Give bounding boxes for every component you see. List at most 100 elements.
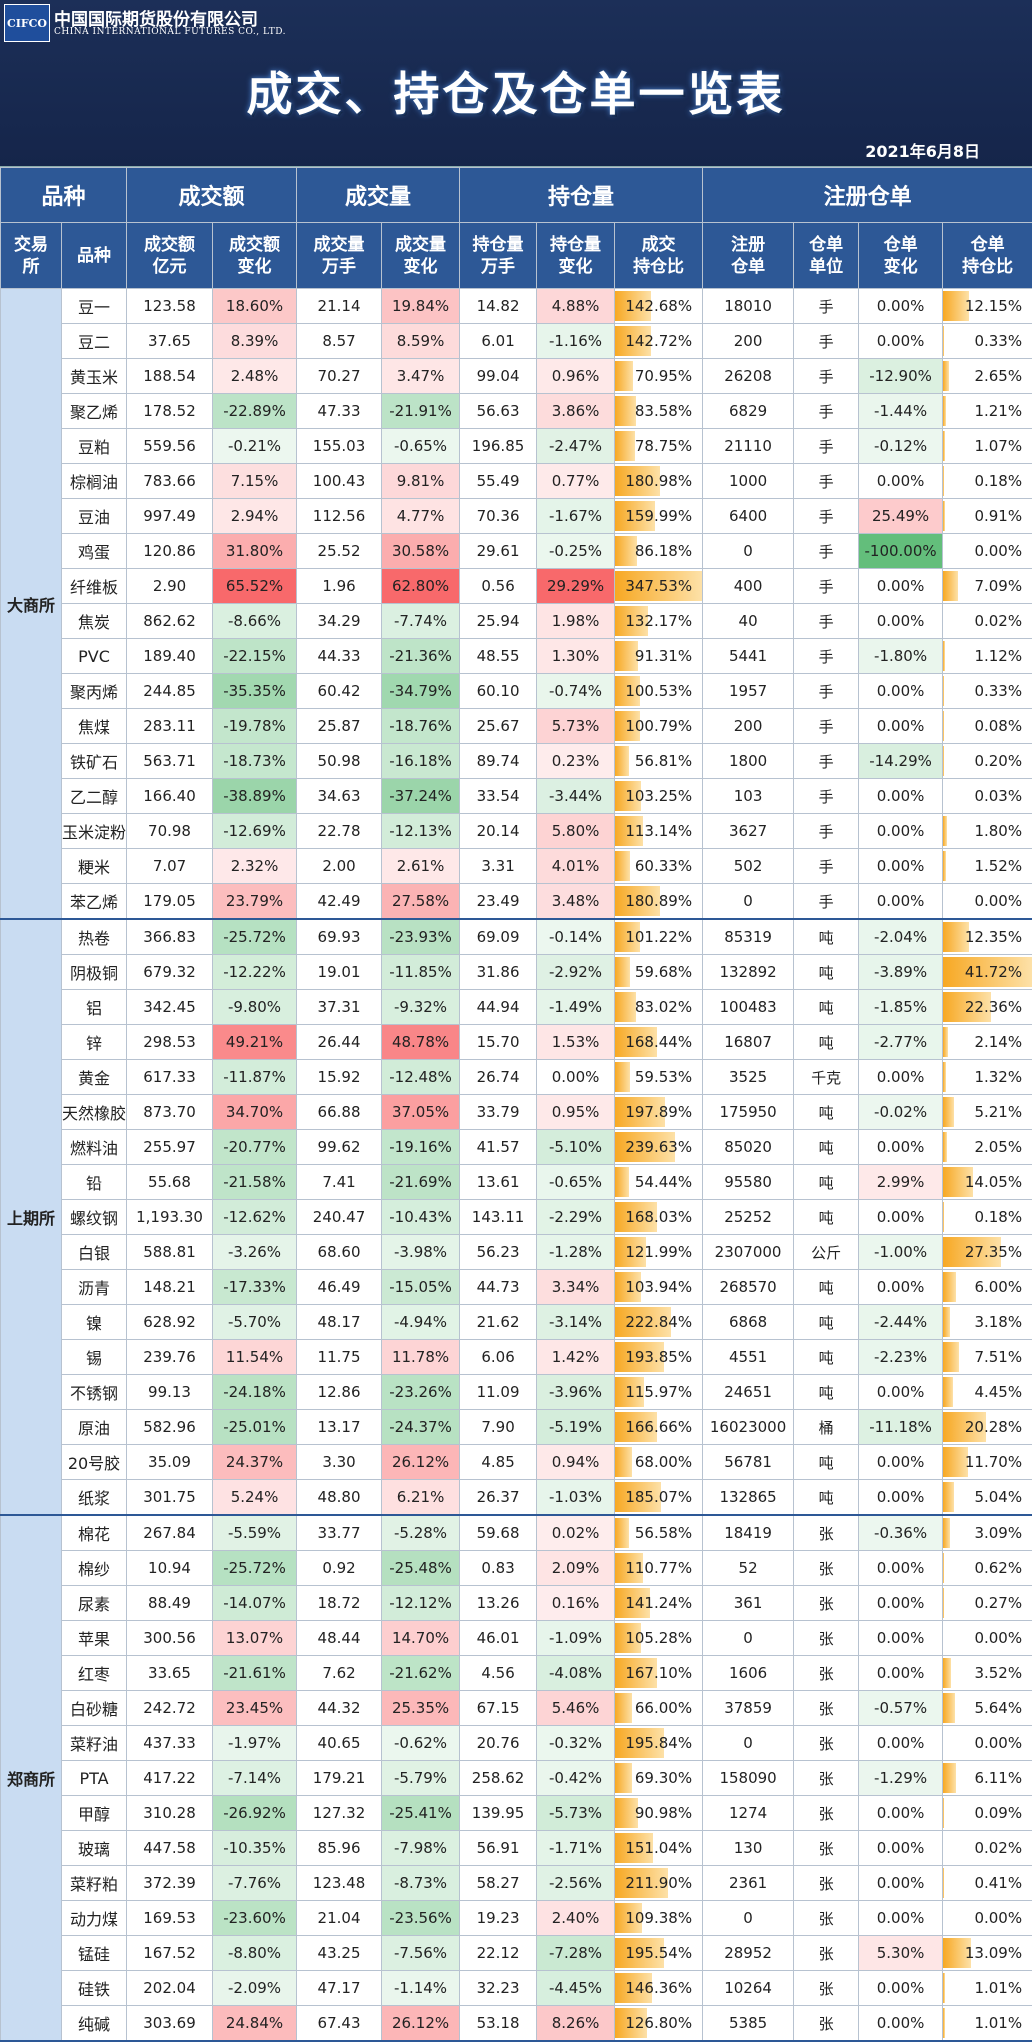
value-cell: 张: [794, 1586, 859, 1621]
value-cell: 3.86%: [537, 394, 615, 429]
value-cell: 0.00%: [859, 709, 943, 744]
value-cell: -7.56%: [382, 1936, 460, 1971]
value-cell: 69.09: [460, 919, 537, 955]
value-cell: -14.07%: [213, 1586, 297, 1621]
value-cell: 56.23: [460, 1235, 537, 1270]
ratio-cell: 0.00%: [943, 1901, 1032, 1936]
value-cell: -16.18%: [382, 744, 460, 779]
value-cell: -18.76%: [382, 709, 460, 744]
value-cell: 手: [794, 324, 859, 359]
cell-text: 113.14%: [625, 822, 692, 840]
value-cell: 372.39: [127, 1866, 213, 1901]
value-cell: 37.05%: [382, 1095, 460, 1130]
ratio-bar: [615, 1518, 629, 1548]
cell-text: 0.00%: [974, 1909, 1022, 1927]
value-cell: 手: [794, 709, 859, 744]
variety-cell: 铁矿石: [62, 744, 127, 779]
value-cell: 59.68: [460, 1515, 537, 1551]
value-cell: 4.56: [460, 1656, 537, 1691]
value-cell: 13.61: [460, 1165, 537, 1200]
value-cell: 0.96%: [537, 359, 615, 394]
value-cell: 张: [794, 1515, 859, 1551]
value-cell: 0.00%: [859, 1375, 943, 1410]
value-cell: 258.62: [460, 1761, 537, 1796]
cell-text: 141.24%: [625, 1594, 692, 1612]
value-cell: 公斤: [794, 1235, 859, 1270]
variety-cell: 硅铁: [62, 1971, 127, 2006]
value-cell: 0.00%: [859, 289, 943, 324]
value-cell: -1.71%: [537, 1831, 615, 1866]
ratio-cell: 239.63%: [615, 1130, 703, 1165]
value-cell: 8.57: [297, 324, 382, 359]
value-cell: 148.21: [127, 1270, 213, 1305]
ratio-bar: [943, 571, 958, 601]
value-cell: -14.29%: [859, 744, 943, 779]
value-cell: 179.05: [127, 884, 213, 920]
ratio-cell: 6.11%: [943, 1761, 1032, 1796]
variety-cell: 纤维板: [62, 569, 127, 604]
ratio-cell: 5.64%: [943, 1691, 1032, 1726]
date: 2021年6月8日: [865, 138, 980, 162]
value-cell: 46.49: [297, 1270, 382, 1305]
value-cell: 862.62: [127, 604, 213, 639]
value-cell: 52: [703, 1551, 794, 1586]
value-cell: 手: [794, 394, 859, 429]
value-cell: 吨: [794, 1130, 859, 1165]
cell-text: 159.99%: [625, 507, 692, 525]
variety-cell: 纯碱: [62, 2006, 127, 2042]
cell-text: 222.84%: [625, 1313, 692, 1331]
value-cell: 0.00%: [859, 779, 943, 814]
cell-text: 103.25%: [625, 787, 692, 805]
value-cell: 417.22: [127, 1761, 213, 1796]
ratio-cell: 0.09%: [943, 1796, 1032, 1831]
value-cell: 120.86: [127, 534, 213, 569]
value-cell: -8.80%: [213, 1936, 297, 1971]
value-cell: -5.73%: [537, 1796, 615, 1831]
column-header: 仓单 持仓比: [943, 223, 1032, 289]
value-cell: 60.42: [297, 674, 382, 709]
value-cell: 34.63: [297, 779, 382, 814]
variety-cell: 菜籽粕: [62, 1866, 127, 1901]
value-cell: 5.24%: [213, 1480, 297, 1516]
ratio-cell: 347.53%: [615, 569, 703, 604]
cell-text: 146.36%: [625, 1979, 692, 1997]
value-cell: 23.45%: [213, 1691, 297, 1726]
ratio-cell: 0.00%: [943, 1621, 1032, 1656]
value-cell: 张: [794, 1621, 859, 1656]
ratio-bar: [615, 361, 633, 391]
value-cell: 7.41: [297, 1165, 382, 1200]
variety-cell: 苯乙烯: [62, 884, 127, 920]
cell-text: 6.11%: [974, 1769, 1022, 1787]
ratio-cell: 0.03%: [943, 779, 1032, 814]
ratio-cell: 0.91%: [943, 499, 1032, 534]
value-cell: 48.55: [460, 639, 537, 674]
value-cell: 0.00%: [859, 814, 943, 849]
value-cell: 1.96: [297, 569, 382, 604]
cell-text: 180.89%: [625, 892, 692, 910]
value-cell: 18010: [703, 289, 794, 324]
column-header: 成交额 变化: [213, 223, 297, 289]
value-cell: 10.94: [127, 1551, 213, 1586]
value-cell: 27.58%: [382, 884, 460, 920]
value-cell: 85319: [703, 919, 794, 955]
value-cell: 29.61: [460, 534, 537, 569]
value-cell: 4551: [703, 1340, 794, 1375]
value-cell: 0.00%: [859, 1866, 943, 1901]
value-cell: 56781: [703, 1445, 794, 1480]
value-cell: 3.31: [460, 849, 537, 884]
value-cell: -10.35%: [213, 1831, 297, 1866]
ratio-cell: 7.51%: [943, 1340, 1032, 1375]
value-cell: -10.43%: [382, 1200, 460, 1235]
cell-text: 142.72%: [625, 332, 692, 350]
cell-text: 86.18%: [635, 542, 692, 560]
value-cell: 26.37: [460, 1480, 537, 1516]
ratio-bar: [943, 1518, 950, 1548]
